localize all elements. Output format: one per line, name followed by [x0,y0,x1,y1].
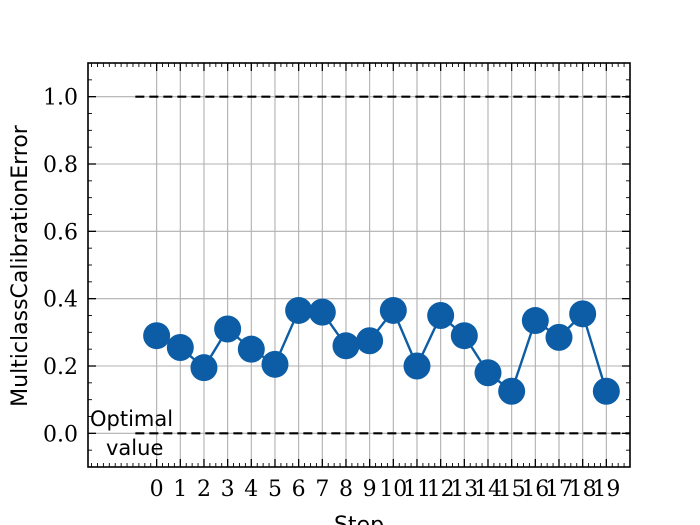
y-tick-label: 0.6 [43,220,78,245]
x-tick-label: 1 [173,477,187,502]
data-point [143,322,171,350]
x-tick-label: 18 [569,477,597,502]
x-tick-label: 2 [197,477,211,502]
x-tick-label: 13 [450,477,478,502]
x-tick-label: 6 [292,477,306,502]
x-tick-label: 5 [268,477,282,502]
y-axis-label: MulticlassCalibrationError [8,124,33,407]
x-tick-label: 10 [379,477,407,502]
axes [87,62,631,468]
x-tick-label: 19 [592,477,620,502]
data-point [261,350,289,378]
data-point [332,332,360,360]
reference-lines [135,95,630,435]
data-point [190,354,218,382]
y-tick-label: 1.0 [43,86,78,111]
data-point [356,327,384,355]
x-tick-label: 0 [150,477,164,502]
x-tick-label: 4 [244,477,258,502]
data-point [285,296,313,324]
grid-lines [88,63,630,467]
y-tick-label: 0.8 [43,153,78,178]
optimal-annotation-line2: value [106,436,163,460]
x-tick-label: 16 [521,477,549,502]
y-tick-label: 0.4 [43,288,78,313]
x-axis-label: Step [334,513,384,525]
y-tick-label: 0.0 [43,422,78,447]
x-tick-label: 12 [427,477,455,502]
x-tick-label: 17 [545,477,573,502]
data-point [569,300,597,328]
data-point [308,298,336,326]
x-tick-label: 15 [498,477,526,502]
data-point [592,377,620,405]
x-tick-label: 7 [315,477,329,502]
data-point [379,296,407,324]
data-point [214,315,242,343]
optimal-annotation-line1: Optimal [90,407,173,431]
x-tick-label: 8 [339,477,353,502]
series-line-group [143,296,620,405]
data-point [545,323,573,351]
x-tick-label: 11 [403,477,431,502]
x-tick-label: 3 [221,477,235,502]
data-point [166,333,194,361]
data-point [237,335,265,363]
x-tick-label: 14 [474,477,502,502]
data-point [521,307,549,335]
data-point [403,352,431,380]
y-tick-label: 0.2 [43,355,78,380]
data-point [427,302,455,329]
data-point [474,359,502,387]
data-point [450,322,478,350]
tick-labels: 0 1 2 3 4 5 6 7 8 9 101112131415161718190.00.20.40… [43,86,620,502]
x-tick-label: 9 [363,477,377,502]
data-point [498,377,526,405]
